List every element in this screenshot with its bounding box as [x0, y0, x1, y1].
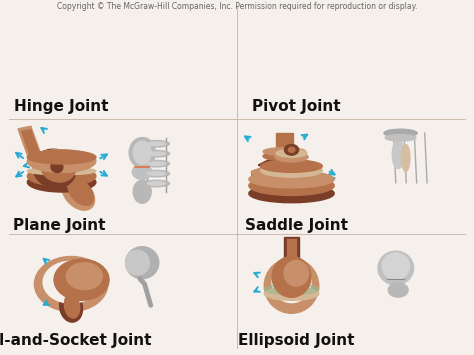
- Ellipse shape: [249, 184, 334, 203]
- Bar: [284, 237, 299, 260]
- Ellipse shape: [132, 165, 152, 179]
- Text: Ellipsoid Joint: Ellipsoid Joint: [238, 333, 355, 348]
- Ellipse shape: [34, 256, 108, 312]
- Ellipse shape: [27, 166, 96, 186]
- Text: Copyright © The McGraw-Hill Companies, Inc. Permission required for reproduction: Copyright © The McGraw-Hill Companies, I…: [57, 2, 417, 11]
- Ellipse shape: [272, 262, 311, 302]
- Ellipse shape: [249, 171, 334, 188]
- Ellipse shape: [275, 152, 308, 162]
- Ellipse shape: [264, 287, 319, 300]
- Bar: [287, 239, 296, 259]
- Ellipse shape: [147, 182, 165, 185]
- Ellipse shape: [284, 261, 309, 286]
- Ellipse shape: [143, 170, 170, 177]
- Ellipse shape: [27, 150, 96, 173]
- Ellipse shape: [147, 142, 165, 146]
- Ellipse shape: [263, 152, 306, 160]
- Bar: [22, 130, 40, 157]
- Ellipse shape: [147, 162, 165, 165]
- Ellipse shape: [27, 173, 96, 192]
- Ellipse shape: [143, 160, 170, 167]
- Ellipse shape: [143, 141, 170, 147]
- Ellipse shape: [263, 148, 306, 155]
- Circle shape: [288, 147, 295, 152]
- Ellipse shape: [64, 294, 80, 318]
- Ellipse shape: [129, 137, 155, 168]
- Text: Pivot Joint: Pivot Joint: [252, 99, 340, 114]
- Bar: [18, 126, 41, 158]
- Ellipse shape: [27, 167, 96, 175]
- Ellipse shape: [33, 149, 76, 188]
- Ellipse shape: [143, 180, 170, 187]
- Text: Hinge Joint: Hinge Joint: [14, 99, 109, 114]
- Ellipse shape: [388, 283, 408, 297]
- Ellipse shape: [251, 167, 318, 177]
- Bar: [276, 133, 293, 153]
- Ellipse shape: [51, 161, 63, 173]
- Ellipse shape: [261, 160, 322, 172]
- Ellipse shape: [126, 250, 149, 275]
- Text: Plane Joint: Plane Joint: [13, 218, 106, 233]
- Ellipse shape: [133, 141, 151, 164]
- Ellipse shape: [382, 253, 410, 280]
- Ellipse shape: [249, 176, 334, 195]
- Ellipse shape: [27, 151, 96, 164]
- Ellipse shape: [60, 292, 82, 322]
- Ellipse shape: [276, 149, 307, 157]
- Circle shape: [284, 144, 299, 155]
- Circle shape: [66, 263, 102, 290]
- Ellipse shape: [272, 256, 311, 297]
- Text: Saddle Joint: Saddle Joint: [245, 218, 348, 233]
- Ellipse shape: [261, 164, 322, 177]
- Ellipse shape: [43, 261, 99, 303]
- Ellipse shape: [143, 151, 170, 157]
- Ellipse shape: [401, 145, 410, 171]
- Ellipse shape: [147, 172, 165, 175]
- Ellipse shape: [133, 180, 151, 203]
- Circle shape: [54, 259, 109, 300]
- Ellipse shape: [62, 177, 94, 210]
- Ellipse shape: [264, 258, 319, 313]
- Ellipse shape: [147, 152, 165, 155]
- Ellipse shape: [40, 149, 76, 182]
- Ellipse shape: [378, 251, 413, 285]
- Ellipse shape: [384, 129, 417, 137]
- Ellipse shape: [392, 140, 404, 169]
- Ellipse shape: [264, 284, 319, 295]
- Ellipse shape: [126, 247, 159, 279]
- Ellipse shape: [68, 178, 93, 205]
- Polygon shape: [258, 156, 310, 174]
- Ellipse shape: [385, 135, 416, 141]
- Text: Ball-and-Socket Joint: Ball-and-Socket Joint: [0, 333, 151, 348]
